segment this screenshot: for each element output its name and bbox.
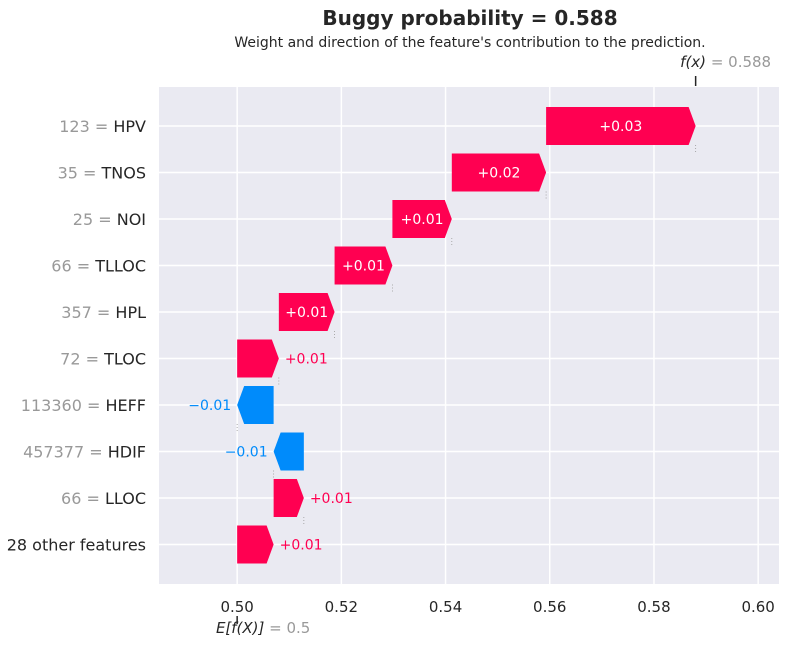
feature-name: TNOS [101,164,147,183]
y-axis-label: 66 = LLOC [61,489,146,508]
bars: +0.03 +0.02 +0.01 +0.01 +0.01 +0.01 −0.01 −0.01… [188,107,697,564]
bar-value-label: +0.03 [599,119,642,135]
bar-lloc [273,479,304,517]
feature-name: LLOC [105,489,146,508]
bar-noi [392,200,452,238]
bar-value-label: +0.01 [285,305,328,321]
feature-value: 123 [59,117,90,136]
final-value-marker: f(x) = 0.588 [680,53,771,86]
chart-title: Buggy probability = 0.588 [322,6,617,30]
bar-hdif [273,432,304,471]
y-axis-label: 457377 = HDIF [23,443,146,462]
final-value-label: f(x) = 0.588 [680,53,771,71]
feature-value: 357 [61,303,92,322]
bar-tloc [237,339,279,378]
x-tick-label: 0.60 [741,598,774,616]
y-axis-labels: 123 = HPV 35 = TNOS 25 = NOI 66 = TLLOC 357 … [7,117,146,555]
bar-value-label: +0.01 [310,491,353,507]
bar-value-label: −0.01 [225,445,268,461]
feature-name: TLOC [103,350,146,369]
base-value-label: E[f(X)] = 0.5 [216,619,310,637]
feature-value: 66 [51,257,71,276]
bar-value-label: +0.01 [280,538,323,554]
feature-name: TLLOC [94,257,146,276]
y-axis-label: 123 = HPV [59,117,146,136]
chart-subtitle: Weight and direction of the feature's co… [234,35,705,51]
feature-value: 25 [73,210,93,229]
y-axis-label: 113360 = HEFF [21,396,146,415]
bar-value-label: +0.02 [478,166,521,182]
feature-value: 113360 [21,396,82,415]
feature-name: HDIF [108,443,146,462]
x-axis-ticks: 0.50 0.52 0.54 0.56 0.58 0.60 [220,598,774,616]
x-tick-label: 0.50 [220,598,253,616]
x-tick-label: 0.58 [637,598,670,616]
feature-name: HEFF [105,396,146,415]
x-tick-label: 0.52 [325,598,358,616]
feature-name: HPL [115,303,146,322]
y-axis-label: 72 = TLOC [60,350,146,369]
feature-value: 72 [60,350,80,369]
bar-hpl [278,293,335,331]
bar-tlloc [334,246,393,285]
bar-28-other-features [237,525,274,564]
bar-value-label: +0.01 [285,352,328,368]
bar-tnos [451,153,547,192]
feature-value: 35 [58,164,78,183]
y-axis-label: 28 other features [7,536,146,555]
bar-hpv [546,107,696,145]
bar-value-label: +0.01 [342,259,385,275]
feature-value: 457377 [23,443,84,462]
bar-value-label: −0.01 [188,398,231,414]
y-axis-label: 35 = TNOS [58,164,146,183]
x-tick-label: 0.54 [429,598,462,616]
y-axis-label: 357 = HPL [61,303,146,322]
feature-name: NOI [117,210,146,229]
feature-value: 66 [61,489,81,508]
feature-name: HPV [113,117,146,136]
y-axis-label: 66 = TLLOC [51,257,146,276]
bar-value-label: +0.01 [401,212,444,228]
feature-name: 28 other features [7,536,146,555]
base-value-marker: E[f(X)] = 0.5 [216,616,310,637]
x-tick-label: 0.56 [533,598,566,616]
y-axis-label: 25 = NOI [73,210,146,229]
bar-heff [237,386,274,424]
grid-lines [159,87,779,584]
